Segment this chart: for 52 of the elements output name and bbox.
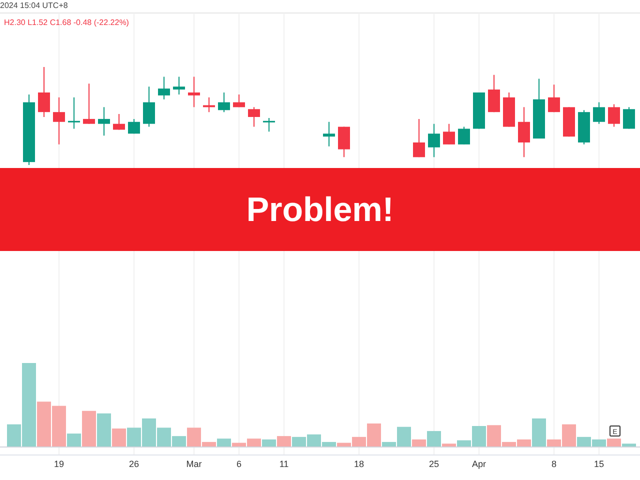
bar (262, 439, 276, 447)
candlestick (488, 74, 500, 113)
x-tick-label: 15 (594, 459, 604, 469)
candlestick (53, 96, 65, 145)
text: H2.30 L1.52 C1.68 -0.48 (-22.22%) (4, 18, 130, 27)
candlestick (248, 106, 260, 128)
candlestick (68, 96, 80, 130)
candlestick (158, 76, 170, 100)
candlestick (38, 66, 50, 118)
candlestick (173, 76, 185, 95)
bar (277, 436, 291, 447)
candlestick (443, 123, 455, 145)
candlestick (458, 126, 470, 145)
candlestick (593, 102, 605, 124)
x-tick-label: Mar (186, 459, 202, 469)
bar (217, 438, 231, 447)
candlestick (548, 84, 560, 113)
x-tick-label: 8 (551, 459, 557, 469)
candlestick (218, 92, 230, 113)
bar (427, 431, 441, 447)
bar (412, 439, 426, 447)
candlestick (608, 104, 620, 128)
candlestick (233, 94, 245, 108)
x-tick-label: 11 (279, 459, 289, 469)
x-tick-label: Apr (472, 459, 486, 469)
candlestick (323, 121, 335, 147)
bar (532, 418, 546, 447)
candlestick (98, 106, 110, 136)
bar (607, 438, 621, 447)
x-tick-label: 6 (236, 459, 242, 469)
candlestick (143, 86, 155, 128)
candlestick (413, 118, 425, 158)
bar (97, 413, 111, 447)
bar (82, 410, 96, 447)
candlestick (83, 83, 95, 124)
text: 2024 15:04 UTC+8 (0, 1, 68, 10)
x-tick-label: 18 (354, 459, 364, 469)
candlestick (623, 106, 635, 130)
candlestick (263, 117, 275, 132)
x-tick-label: 19 (54, 459, 64, 469)
candlestick (518, 106, 530, 158)
x-tick-label: 25 (428, 459, 440, 469)
candlestick (188, 76, 200, 108)
text: Problem! (246, 191, 394, 229)
candlestick (203, 96, 215, 113)
x-tick-label: 26 (128, 459, 140, 469)
bar (112, 428, 126, 447)
candlestick (113, 114, 125, 130)
candlestick (428, 123, 440, 158)
bar (67, 434, 81, 447)
candlestick (128, 118, 140, 134)
candlestick (338, 126, 350, 158)
